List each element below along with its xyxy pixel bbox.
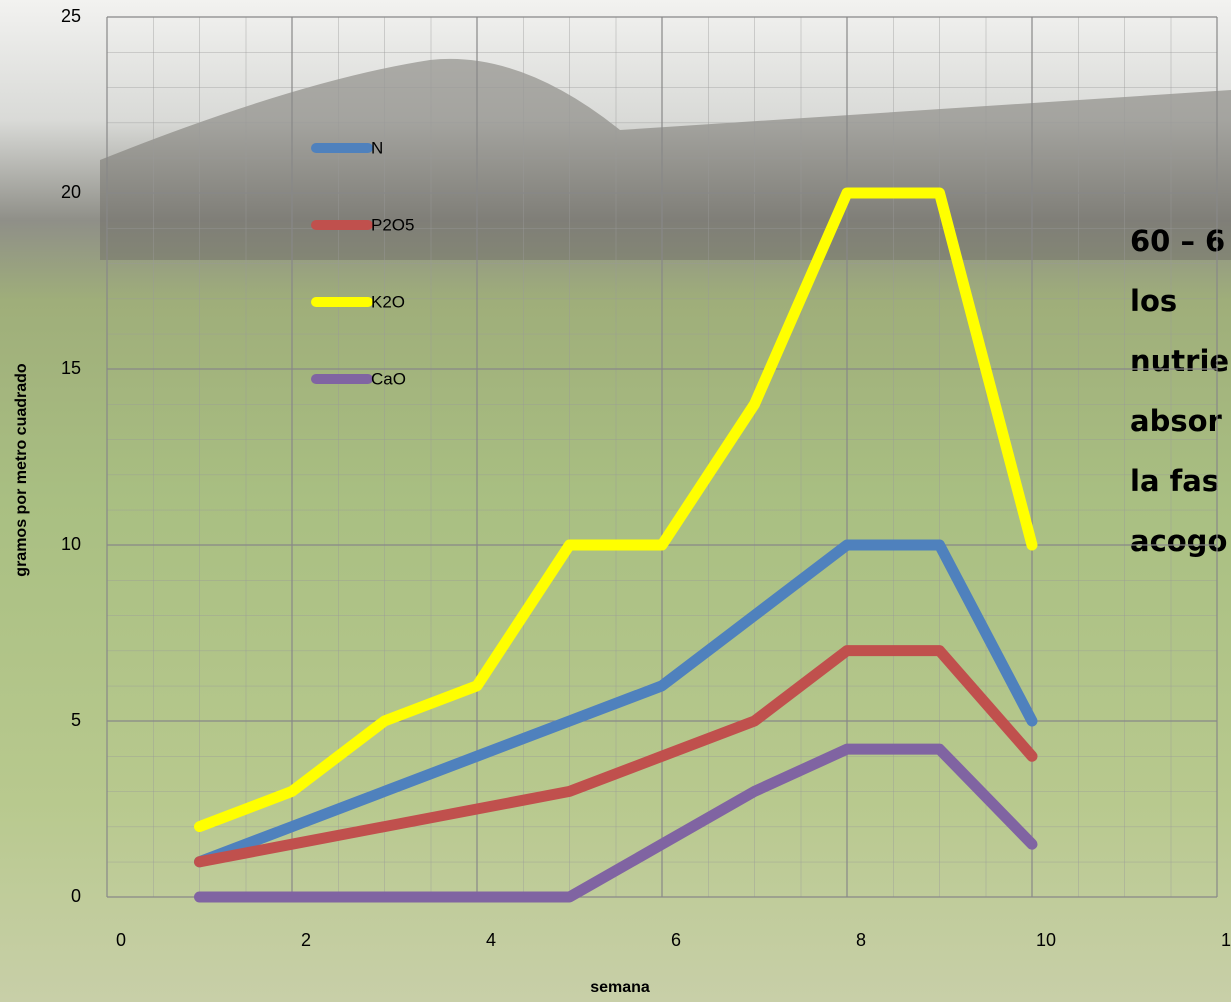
annotation: 60 – 6 los nutrie absor la fas acogo: [1130, 224, 1229, 558]
data-line: [194, 645, 1038, 868]
y-tick-label: 0: [71, 886, 81, 906]
x-tick-label: 8: [856, 930, 866, 950]
x-tick-label: 2: [301, 930, 311, 950]
annotation-line: la fas: [1130, 464, 1219, 498]
legend-label: K2O: [371, 292, 405, 311]
annotation-line: 60 – 6: [1130, 224, 1225, 258]
x-tick-label: 0: [116, 930, 126, 950]
x-tick-label: 10: [1036, 930, 1056, 950]
data-line: [194, 187, 1038, 833]
x-tick-label: 6: [671, 930, 681, 950]
legend-label: P2O5: [371, 215, 414, 234]
annotation-line: absor: [1130, 404, 1223, 438]
y-tick-label: 25: [61, 6, 81, 26]
annotation-line: nutrie: [1130, 344, 1229, 378]
y-tick-label: 5: [71, 710, 81, 730]
y-axis-label: gramos por metro cuadrado: [13, 363, 30, 577]
x-axis-label: semana: [590, 979, 650, 996]
annotation-line: los: [1130, 284, 1177, 318]
y-tick-label: 15: [61, 358, 81, 378]
data-line: [194, 539, 1038, 868]
x-tick-label: 12: [1221, 930, 1231, 950]
annotation-line: acogo: [1130, 524, 1227, 558]
y-tick-label: 20: [61, 182, 81, 202]
data-line: [194, 743, 1038, 903]
legend-label: N: [371, 138, 383, 157]
y-tick-label: 10: [61, 534, 81, 554]
x-tick-label: 4: [486, 930, 496, 950]
legend-label: CaO: [371, 369, 406, 388]
